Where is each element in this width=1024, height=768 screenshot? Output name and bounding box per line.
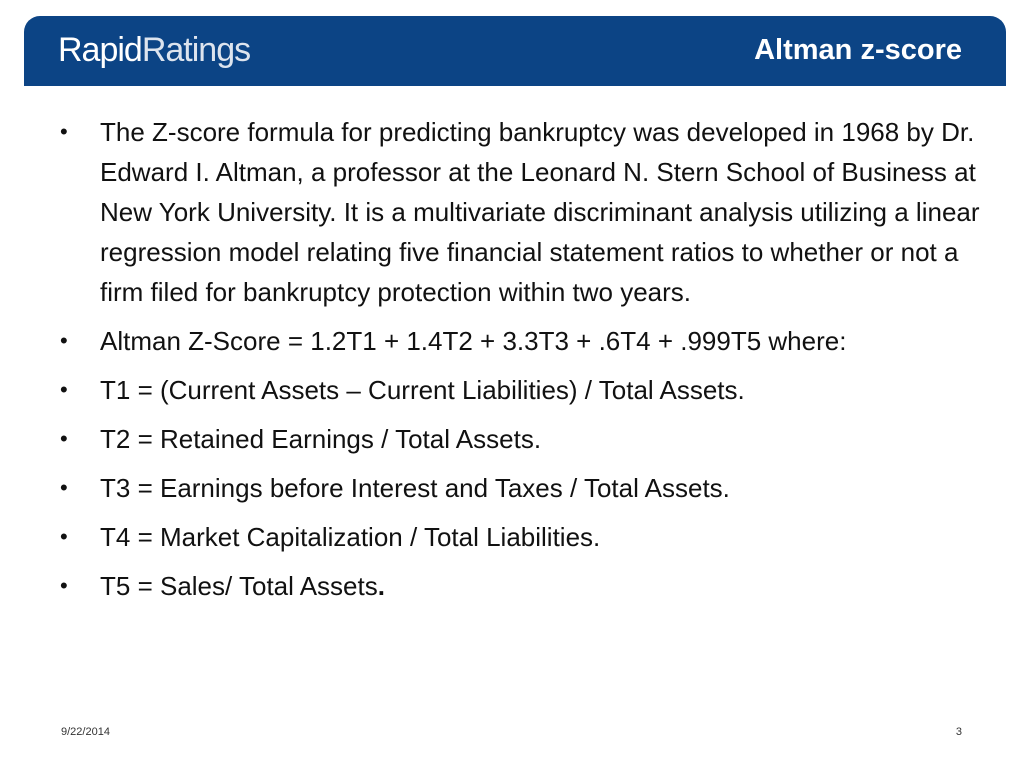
bullet-icon: • bbox=[60, 573, 68, 598]
bullet-icon: • bbox=[60, 524, 68, 549]
bullet-list: • The Z-score formula for predicting ban… bbox=[60, 112, 980, 615]
bullet-item-intro: • The Z-score formula for predicting ban… bbox=[60, 112, 980, 312]
bullet-text: Altman Z-Score = 1.2T1 + 1.4T2 + 3.3T3 +… bbox=[100, 326, 847, 356]
bullet-icon: • bbox=[60, 475, 68, 500]
slide-title: Altman z-score bbox=[754, 34, 962, 66]
bullet-text: T4 = Market Capitalization / Total Liabi… bbox=[100, 522, 601, 552]
page-number: 3 bbox=[955, 726, 962, 738]
bullet-text-suffix: . bbox=[377, 571, 385, 601]
bullet-text: T2 = Retained Earnings / Total Assets. bbox=[100, 424, 542, 454]
rapidratings-logo: RapidRatings bbox=[58, 31, 251, 69]
bullet-text: T1 = (Current Assets – Current Liabiliti… bbox=[100, 375, 745, 405]
bullet-text: The Z-score formula for predicting bankr… bbox=[100, 117, 980, 307]
bullet-item-t4: • T4 = Market Capitalization / Total Lia… bbox=[60, 517, 980, 557]
logo-text-rapid: Rapid bbox=[58, 31, 143, 69]
bullet-text: T3 = Earnings before Interest and Taxes … bbox=[100, 473, 730, 503]
bullet-item-t5: • T5 = Sales/ Total Assets. bbox=[60, 566, 980, 606]
bullet-item-t3: • T3 = Earnings before Interest and Taxe… bbox=[60, 468, 980, 508]
header-bar: RapidRatings Altman z-score bbox=[24, 16, 1006, 86]
bullet-item-formula: • Altman Z-Score = 1.2T1 + 1.4T2 + 3.3T3… bbox=[60, 321, 980, 361]
logo-text-ratings: Ratings bbox=[141, 31, 251, 69]
bullet-item-t1: • T1 = (Current Assets – Current Liabili… bbox=[60, 370, 980, 410]
footer-date: 9/22/2014 bbox=[61, 726, 110, 738]
bullet-item-t2: • T2 = Retained Earnings / Total Assets. bbox=[60, 419, 980, 459]
bullet-text: T5 = Sales/ Total Assets bbox=[100, 571, 378, 601]
bullet-icon: • bbox=[60, 377, 68, 402]
bullet-icon: • bbox=[60, 119, 68, 144]
bullet-icon: • bbox=[60, 328, 68, 353]
bullet-icon: • bbox=[60, 426, 68, 451]
